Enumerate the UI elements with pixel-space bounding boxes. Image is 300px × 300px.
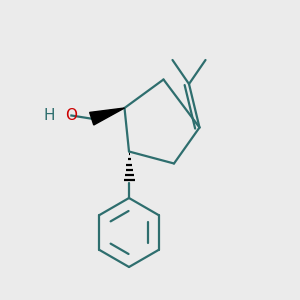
Text: H: H (44, 108, 55, 123)
Text: O: O (65, 108, 77, 123)
Polygon shape (90, 108, 124, 125)
